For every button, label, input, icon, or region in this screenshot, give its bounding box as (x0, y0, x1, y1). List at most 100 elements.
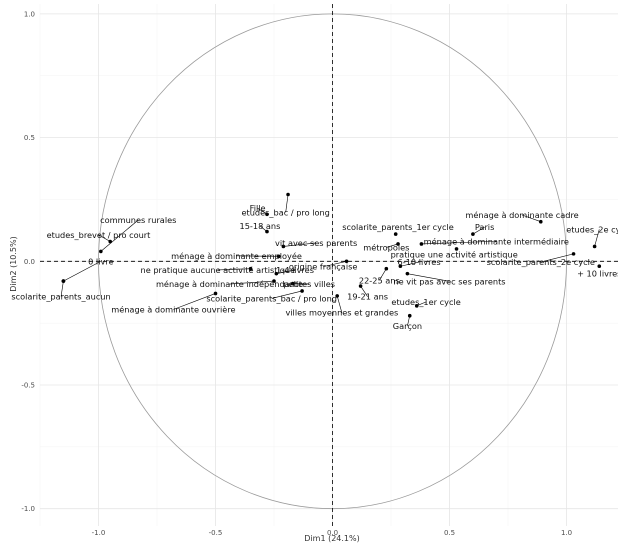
leader-line (336, 295, 343, 313)
leader-line (540, 253, 574, 263)
point-label: 22-25 ans (359, 275, 400, 285)
point-label: petites villes (283, 279, 335, 289)
data-point: Garçon (393, 313, 422, 331)
data-point: ménage à dominante indépendante (156, 279, 303, 289)
data-point: 0 livre (61, 256, 114, 283)
leader-line (379, 268, 387, 281)
point-marker (99, 249, 103, 254)
point-marker (335, 294, 339, 298)
leader-line (63, 261, 101, 282)
point-label: ménage à dominante cadre (465, 210, 578, 220)
leader-line (257, 207, 268, 215)
point-label: etudes_1er cycle (391, 297, 460, 307)
point-label: ménage à dominante ouvrière (111, 305, 235, 315)
point-label: Garçon (393, 321, 422, 331)
y-tick-label: 1.0 (24, 10, 35, 18)
point-label: scolarite_parents_aucun (11, 291, 110, 301)
data-point: communes rurales (99, 215, 176, 254)
point-marker (538, 219, 543, 224)
data-point: scolarite_parents_aucun (11, 279, 111, 301)
data-point: 6-10 livres (398, 257, 441, 269)
point-label: + 10 livres (577, 268, 618, 278)
leader-line (360, 285, 368, 297)
point-marker (272, 279, 276, 283)
point-label: ménage à dominante indépendante (156, 279, 303, 289)
point-marker (407, 313, 412, 318)
data-point: 19-21 ans (347, 284, 388, 302)
y-axis-title: Dim2 (10.5%) (9, 236, 18, 291)
x-tick-label: 0.5 (444, 529, 455, 537)
data-point: petites villes (283, 279, 335, 289)
point-label: etudes_bac / pro long (242, 207, 330, 217)
x-tick-label: 0.0 (327, 529, 338, 537)
point-label: 0 livre (88, 256, 113, 266)
y-tick-label: 0.0 (24, 258, 35, 266)
point-marker (281, 244, 286, 249)
data-point: Fille (250, 203, 269, 217)
y-tick-label: 0.5 (24, 134, 35, 142)
data-point: ménage à dominante cadre (465, 210, 579, 224)
point-marker (454, 247, 459, 251)
point-marker (405, 271, 410, 276)
point-marker (471, 232, 475, 236)
point-marker (265, 229, 269, 234)
y-tick-label: -1.0 (21, 505, 35, 513)
point-label: 6-10 livres (398, 257, 441, 267)
point-marker (571, 252, 576, 256)
data-point: origine française (289, 259, 358, 272)
point-label: scolarite_parents_bac / pro long (206, 293, 337, 303)
data-point: Paris (471, 222, 494, 236)
leader-line (594, 229, 600, 247)
leader-line (421, 240, 497, 245)
leader-line (400, 261, 420, 267)
x-axis-title: Dim1 (24.1%) (304, 534, 359, 543)
data-point: pratique une activité artistique (391, 247, 518, 260)
x-tick-labels: -1.0 -0.5 0.0 0.5 1.0 (92, 529, 572, 537)
y-tick-labels: -1.0 -0.5 0.0 0.5 1.0 (21, 10, 35, 513)
point-label: 1-4 livres (276, 265, 314, 275)
leader-line (285, 194, 289, 213)
y-tick-label: -0.5 (21, 381, 35, 389)
point-label: villes moyennes et grandes (285, 308, 398, 318)
point-marker (274, 271, 279, 276)
data-point: métropoles (363, 242, 409, 252)
leader-line (271, 290, 303, 299)
point-marker (265, 212, 269, 217)
data-point: 15-18 ans (240, 221, 280, 234)
data-point: scolarite_parents_1er cycle (342, 222, 454, 236)
point-marker (248, 266, 253, 271)
point-label: origine française (289, 262, 358, 272)
point-marker (344, 259, 349, 264)
data-point: etudes_2e cycle (566, 224, 618, 249)
point-marker (61, 279, 66, 283)
point-marker (592, 244, 597, 249)
leader-line (60, 281, 64, 297)
leader-line (521, 214, 541, 222)
leader-line (100, 219, 139, 252)
point-marker (276, 254, 281, 259)
leader-line (283, 242, 317, 247)
data-point: ne pratique aucune activité artistique (141, 265, 296, 275)
point-marker (396, 242, 400, 246)
point-marker (213, 291, 218, 296)
point-label: Fille (250, 203, 266, 213)
data-point: ménage à dominante intermédiaire (419, 236, 569, 246)
data-point: ménage à dominante employée (171, 251, 302, 261)
leader-line (173, 293, 216, 310)
x-tick-label: -1.0 (92, 529, 106, 537)
point-marker (290, 281, 295, 286)
point-marker (358, 284, 363, 288)
data-point: 1-4 livres (274, 265, 314, 276)
leader-line (323, 260, 347, 268)
leader-line (98, 234, 111, 242)
data-point: etudes_bac / pro long (242, 192, 330, 217)
point-label: ne pratique aucune activité artistique (141, 265, 296, 275)
point-label: etudes_2e cycle (566, 224, 618, 234)
data-point: + 10 livres (577, 264, 618, 278)
point-marker (414, 304, 419, 308)
point-label: pratique une activité artistique (391, 250, 518, 260)
point-label: ménage à dominante intermédiaire (424, 236, 569, 246)
point-marker (398, 264, 403, 269)
